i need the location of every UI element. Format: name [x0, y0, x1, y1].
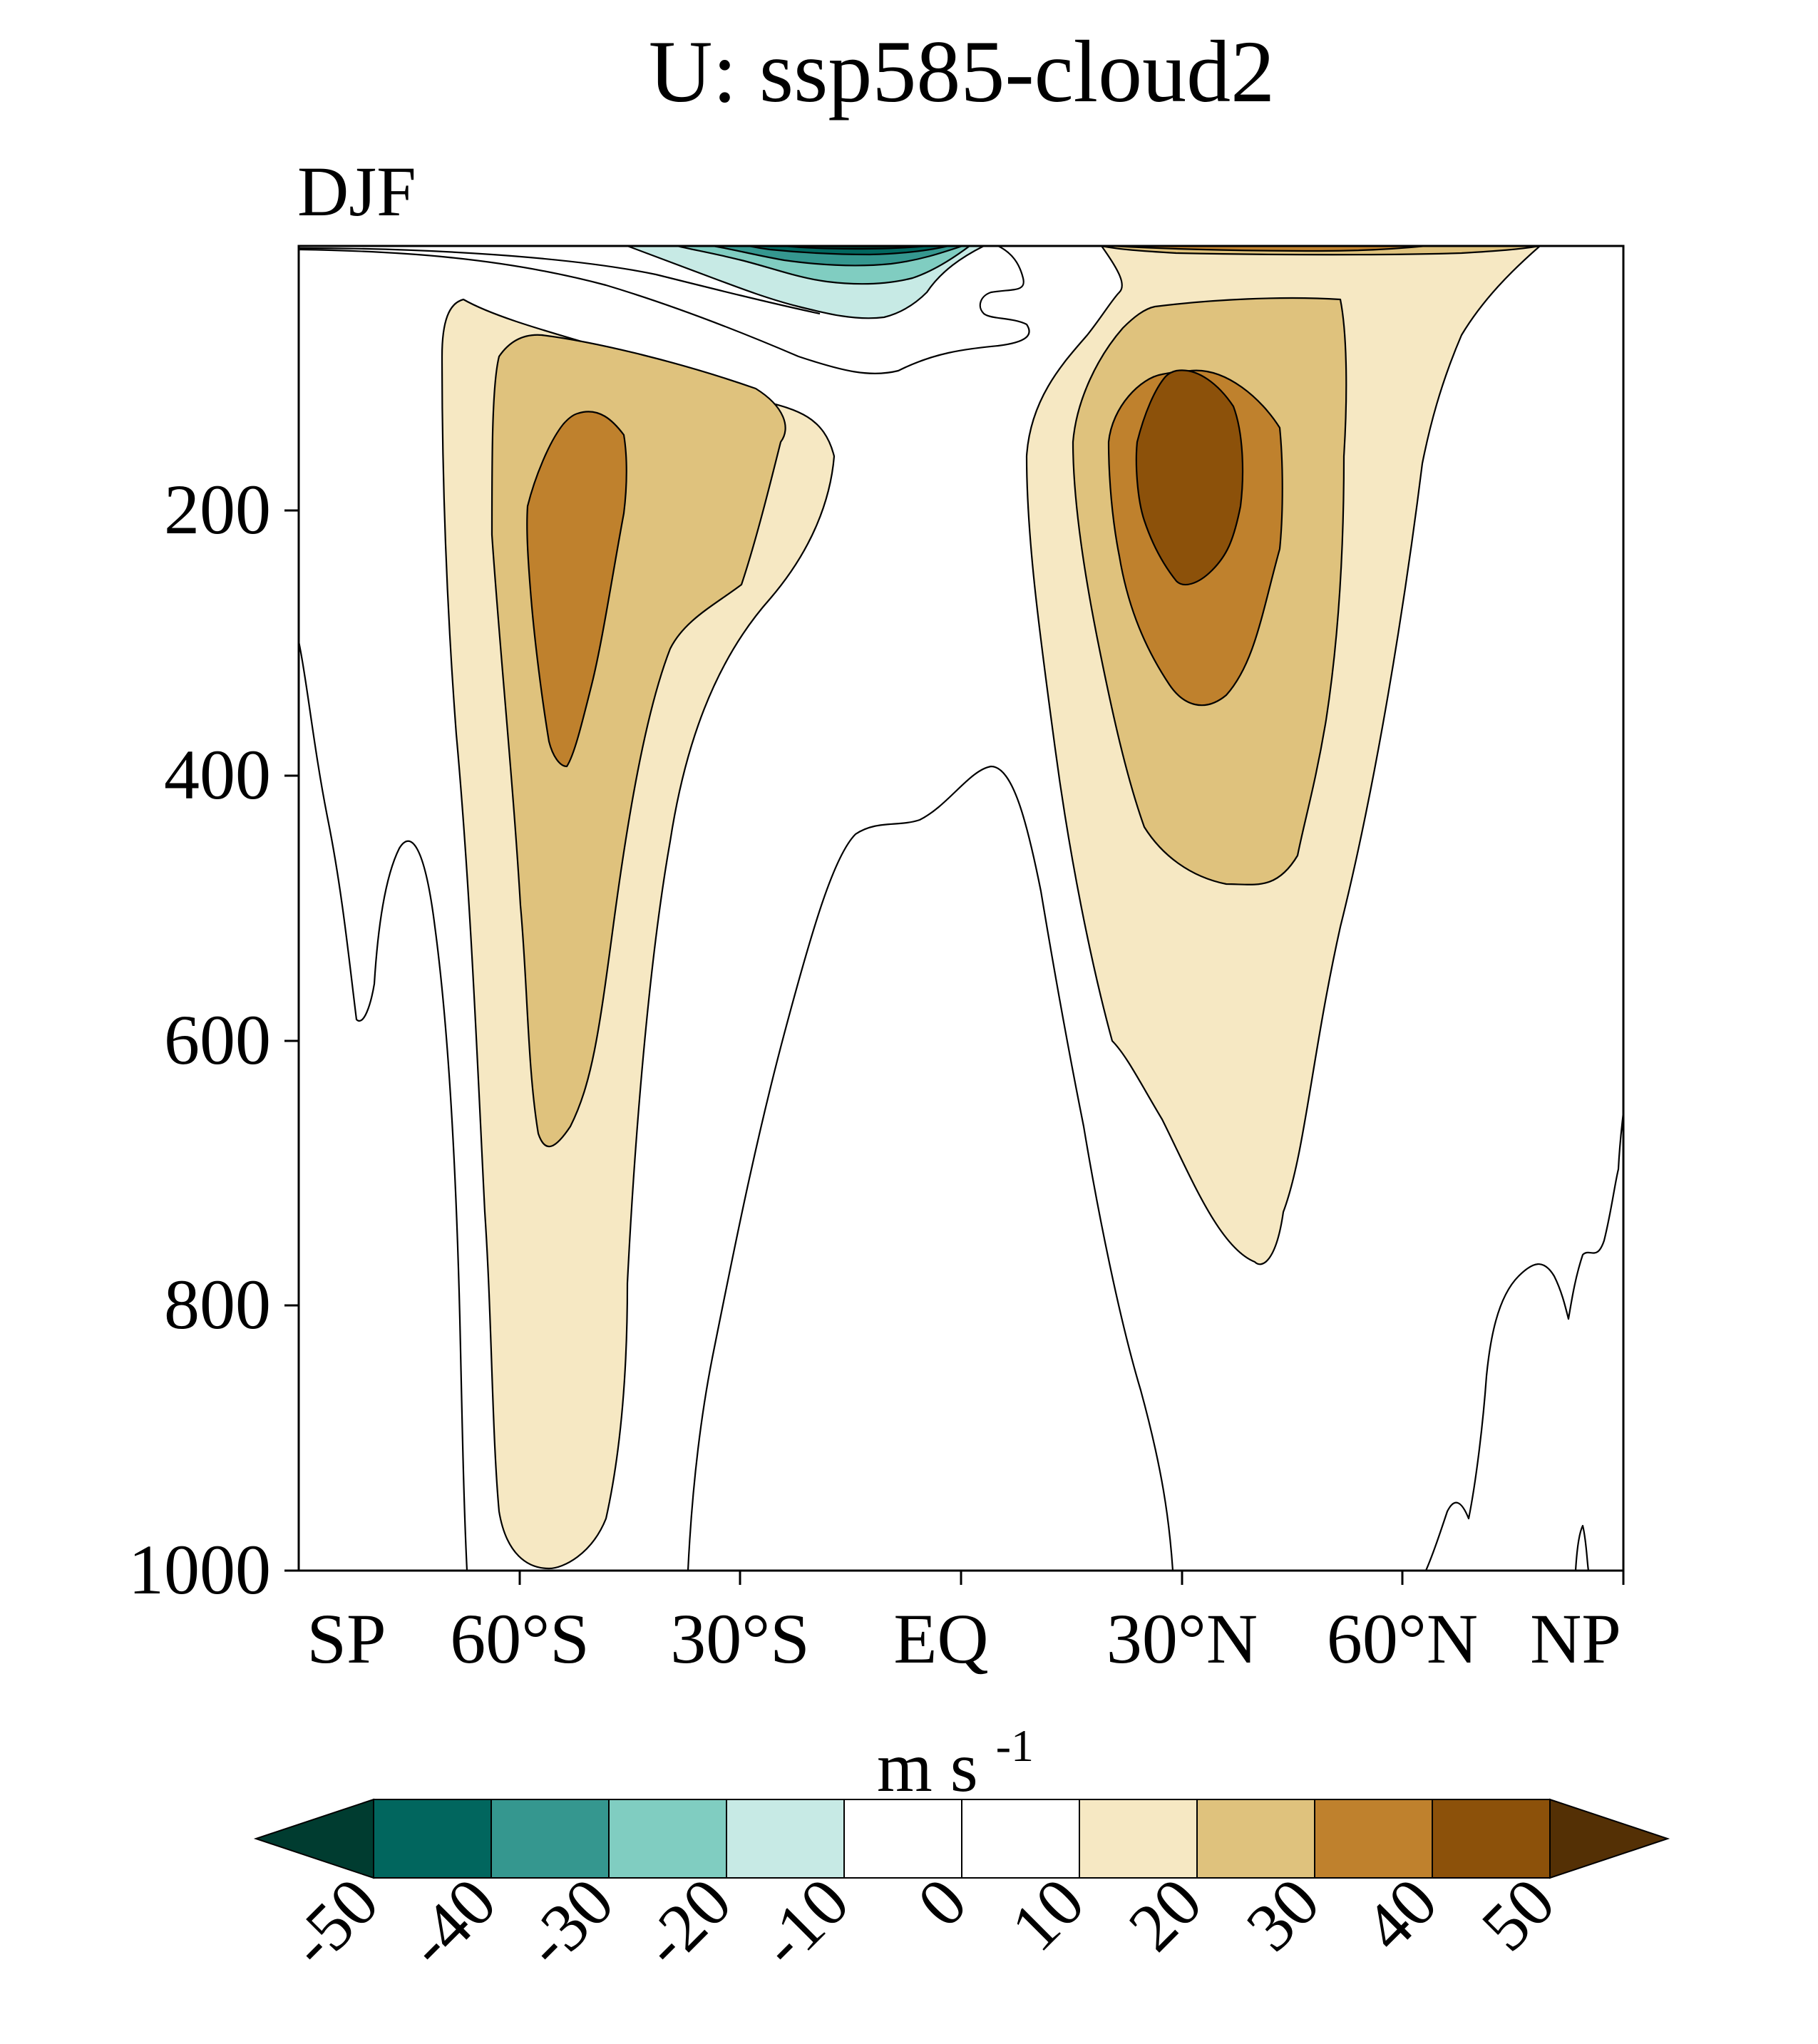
- x-tick-label: EQ: [893, 1599, 988, 1678]
- plot-area: [297, 245, 1625, 1572]
- x-tick-label: NP: [1530, 1599, 1621, 1678]
- colorbar-cell: [843, 1799, 962, 1879]
- zero-contour-sh-high: [299, 246, 1030, 374]
- nh-strat-contour-30: [1111, 246, 1427, 252]
- x-tick-label: 30°S: [670, 1599, 810, 1678]
- nh-jet-contour-40: [1135, 369, 1244, 586]
- y-tick-label: 1000: [128, 1530, 271, 1609]
- colorbar-cell: [1314, 1799, 1433, 1879]
- y-tick-label: 400: [164, 735, 271, 814]
- colorbar-level-label: -30: [510, 1863, 628, 1981]
- colorbar-cell: [1432, 1799, 1551, 1879]
- colorbar-cell: [1079, 1799, 1198, 1879]
- colorbar: m s -1 -50-40-30-20-10 0 10 20 30 40 50: [253, 1720, 1670, 1981]
- colorbar-cell: [608, 1799, 727, 1879]
- colorbar-level-label: -40: [392, 1863, 510, 1981]
- colorbar-cell: [726, 1799, 845, 1879]
- y-axis: 200 400 600 800 1000: [128, 470, 299, 1609]
- colorbar-level-label: -20: [627, 1863, 746, 1981]
- y-tick-label: 800: [164, 1265, 271, 1344]
- colorbar-level-label: -10: [745, 1863, 863, 1981]
- colorbar-cell: [961, 1799, 1080, 1879]
- chart-title: U: ssp585-cloud2: [649, 23, 1275, 120]
- x-tick-label: 60°N: [1327, 1599, 1478, 1678]
- colorbar-level-label: -50: [274, 1863, 393, 1981]
- chart-subtitle: DJF: [297, 152, 416, 231]
- y-tick-label: 600: [164, 1000, 271, 1079]
- colorbar-cell: [373, 1799, 492, 1879]
- colorbar-triangle-high: [1549, 1798, 1670, 1879]
- colorbar-unit: m s -1: [877, 1720, 1034, 1807]
- sh-jet-contour-30: [526, 411, 627, 768]
- y-tick-label: 200: [164, 470, 271, 549]
- colorbar-unit-main: m s: [877, 1727, 978, 1807]
- zero-contour-sh-low: [299, 641, 468, 1571]
- x-axis: SP 60°S 30°S EQ 30°N 60°N NP: [307, 1571, 1625, 1678]
- colorbar-cell: [1196, 1799, 1315, 1879]
- colorbar-triangle-low: [253, 1798, 374, 1879]
- x-tick-label: 30°N: [1106, 1599, 1258, 1678]
- x-tick-label: SP: [307, 1599, 386, 1678]
- colorbar-cell: [491, 1799, 610, 1879]
- zero-contour-sh-high-2: [299, 247, 821, 315]
- zero-contour-np-2: [1574, 1524, 1590, 1571]
- x-tick-label: 60°S: [450, 1599, 590, 1678]
- colorbar-labels: -50-40-30-20-10 0 10 20 30 40 50: [274, 1863, 1569, 1981]
- colorbar-cells: [253, 1798, 1670, 1879]
- colorbar-unit-exp: -1: [996, 1720, 1034, 1771]
- zero-contour-np: [1424, 1111, 1623, 1571]
- zero-contour-equatorial: [687, 765, 1174, 1571]
